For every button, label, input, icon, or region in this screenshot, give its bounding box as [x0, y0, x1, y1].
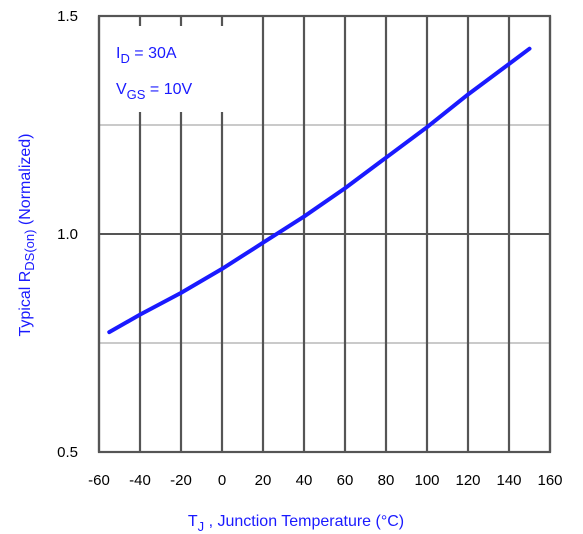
y-axis-label: Typical RDS(on) (Normalized): [17, 134, 37, 337]
x-tick-label: 20: [255, 472, 272, 489]
x-tick-label: 120: [455, 472, 480, 489]
x-axis-label: TJ , Junction Temperature (°C): [188, 513, 404, 534]
tick-labels: -60 -40 -20 0 20 40 60 80 100 120 140 160 0.5 1.0 1.5: [57, 8, 562, 489]
x-tick-label: 160: [537, 472, 562, 489]
series-line-0: [107, 46, 532, 335]
plot-frame: [97, 14, 552, 454]
x-tick-label: 0: [218, 472, 226, 489]
x-tick-label: 140: [496, 472, 521, 489]
x-tick-label: 60: [337, 472, 354, 489]
annotation-box: [104, 26, 224, 112]
x-tick-label: -20: [170, 472, 192, 489]
grid-lines: [97, 14, 552, 454]
annotation-vgs: VGS = 10V: [116, 81, 193, 102]
x-tick-label: -60: [88, 472, 110, 489]
annotation-id: ID = 30A: [116, 45, 177, 66]
y-tick-label: 1.5: [57, 8, 78, 25]
x-tick-label: 80: [378, 472, 395, 489]
y-tick-label: 1.0: [57, 226, 78, 243]
x-tick-label: 40: [296, 472, 313, 489]
x-tick-label: -40: [129, 472, 151, 489]
series-layer: [107, 46, 532, 335]
y-tick-label: 0.5: [57, 444, 78, 461]
x-tick-label: 100: [414, 472, 439, 489]
